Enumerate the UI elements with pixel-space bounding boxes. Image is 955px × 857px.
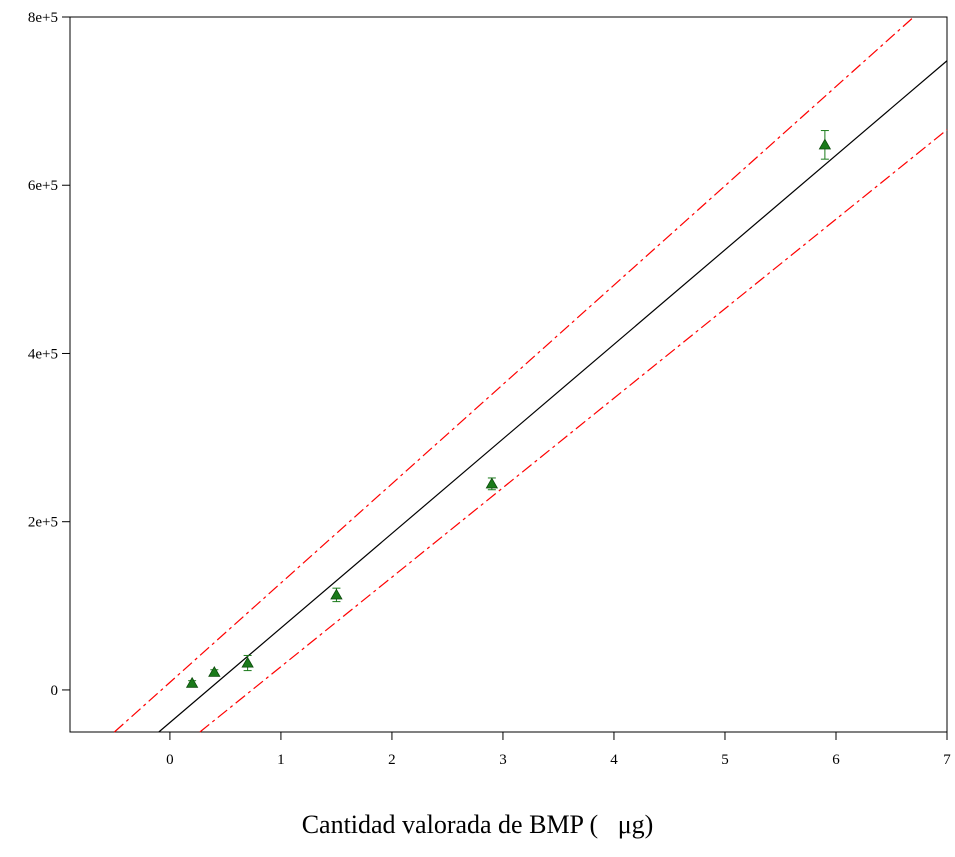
data-point [208,665,221,677]
data-point [330,588,343,600]
x-tick-label: 2 [388,752,396,768]
y-axis-ticks: 0 2e+5 4e+5 6e+5 8e+5 [28,10,70,699]
x-tick-label: 0 [166,752,174,768]
data-point [241,656,254,668]
data-point [185,676,199,688]
x-tick-label: 6 [832,752,840,768]
y-tick-label: 4e+5 [28,346,58,362]
x-tick-label: 1 [277,752,285,768]
plot-area [69,16,948,733]
x-tick-label: 4 [610,752,618,768]
x-tick-label: 7 [943,752,951,768]
x-axis-label: Cantidad valorada de BMP ( μg) [301,810,654,839]
confidence-band-line [114,16,915,733]
fit-lines [114,16,948,733]
x-axis-ticks: 0 1 2 3 4 5 6 7 [166,732,951,768]
y-tick-label: 8e+5 [28,10,58,26]
y-tick-label: 6e+5 [28,178,58,194]
data-point [818,138,832,150]
confidence-band-line [199,129,948,733]
x-tick-label: 5 [721,752,729,768]
data-points [185,130,832,688]
regression-line [158,60,948,733]
x-tick-label: 3 [499,752,507,768]
y-tick-label: 2e+5 [28,515,58,531]
data-point [485,477,499,489]
y-tick-label: 0 [51,683,59,699]
